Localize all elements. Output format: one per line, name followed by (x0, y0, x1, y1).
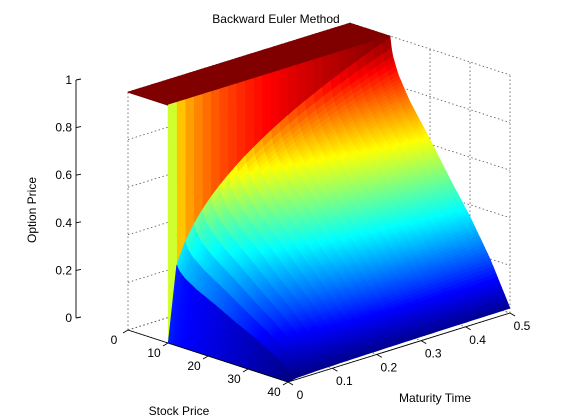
x-tick-label: 40 (267, 385, 281, 399)
surface-patch (278, 67, 289, 124)
y-tick-label: 0.4 (469, 333, 486, 347)
y-tick-mark (332, 367, 338, 372)
surface-patch (244, 78, 254, 157)
surface-patch (287, 64, 297, 117)
y-tick-label: 0 (297, 388, 304, 402)
z-tick-label: 0 (65, 311, 72, 325)
x-tick-mark (242, 368, 249, 373)
surface-layer (127, 22, 511, 383)
z-tick-label: 0.4 (55, 216, 72, 230)
surface-patch (261, 72, 272, 140)
z-tick-mark (75, 78, 82, 81)
z-tick-mark (75, 316, 82, 319)
chart-title: Backward Euler Method (212, 12, 339, 26)
surface-patch (218, 85, 229, 187)
z-tick-label: 1 (65, 73, 72, 87)
y-tick-label: 0.1 (336, 374, 353, 388)
x-tick-mark (162, 342, 169, 347)
surface-patch (270, 70, 280, 132)
z-tick-label: 0.2 (55, 263, 72, 277)
tick-labels: 0 10 20 30 40 0 0.1 0.2 0.3 0.4 0.5 0 0.2 0.4 0.6 0.8 1 (55, 73, 530, 402)
x-axis-label: Stock Price (149, 404, 210, 418)
surface-patch (184, 96, 195, 242)
x-tick-mark (202, 355, 209, 360)
surface-patch (176, 99, 186, 266)
surface-patch (210, 88, 220, 199)
x-tick-label: 0 (111, 333, 118, 347)
surface-patch (295, 62, 306, 109)
y-tick-label: 0.3 (425, 347, 442, 361)
x-tick-label: 30 (227, 372, 241, 386)
z-tick-label: 0.8 (55, 121, 72, 135)
y-tick-label: 0.5 (514, 319, 531, 333)
x-tick-label: 10 (147, 346, 161, 360)
z-tick-label: 0.6 (55, 168, 72, 182)
x-tick-label: 20 (187, 359, 201, 373)
y-tick-mark (287, 381, 294, 386)
y-tick-mark (376, 354, 383, 358)
surface-patch (253, 75, 263, 149)
y-tick-mark (509, 312, 516, 317)
y-tick-mark (465, 326, 471, 331)
z-tick-mark (75, 268, 82, 271)
surface-patch (193, 93, 203, 226)
y-axis-line (287, 312, 511, 383)
y-axis-label: Maturity Time (399, 391, 471, 405)
x-tick-mark (282, 381, 289, 386)
y-tick-label: 0.2 (380, 360, 397, 374)
surface-patch (201, 91, 212, 211)
z-tick-mark (75, 126, 82, 129)
z-tick-mark (75, 221, 82, 224)
z-tick-mark (75, 173, 82, 176)
plateau-front-edge (127, 91, 169, 106)
surface-patch (235, 80, 246, 167)
x-tick-mark (122, 329, 129, 334)
axes-layer (75, 78, 516, 386)
y-tick-mark (420, 340, 427, 344)
z-axis-label: Option Price (25, 177, 39, 243)
surface-patch (227, 83, 237, 177)
